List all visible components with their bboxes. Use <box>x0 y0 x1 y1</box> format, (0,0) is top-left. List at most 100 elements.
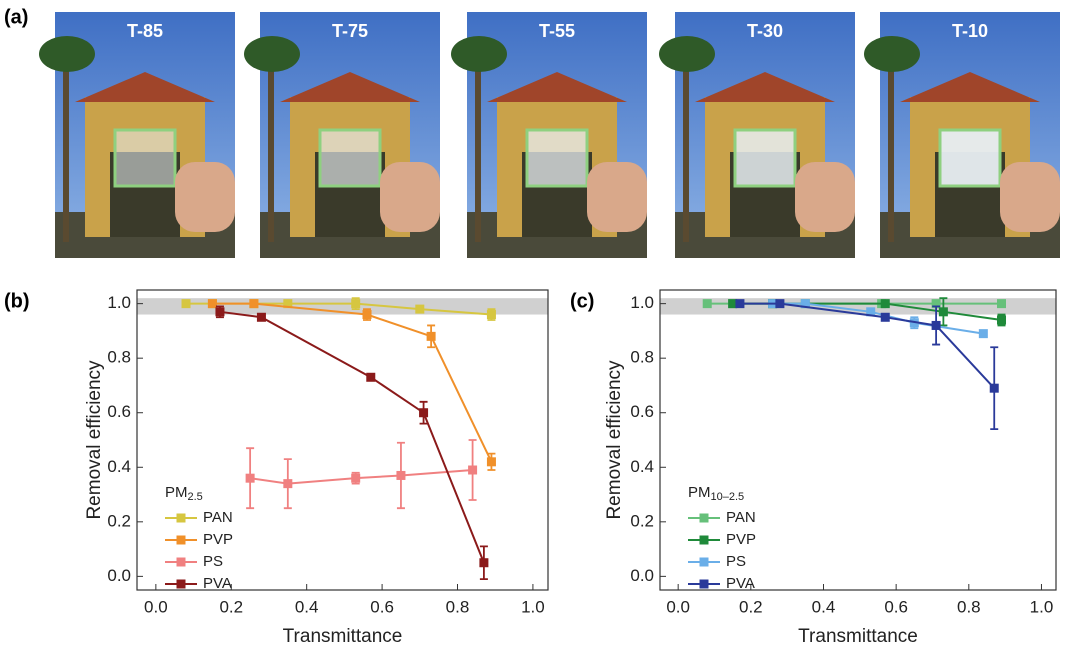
legend-swatch <box>699 535 709 545</box>
data-point <box>931 299 941 309</box>
data-point <box>207 299 217 309</box>
y-tick-label: 0.4 <box>107 457 131 476</box>
plot-frame <box>659 289 1057 591</box>
y-tick-label: 0.2 <box>630 511 654 530</box>
y-tick-label: 0.4 <box>630 457 654 476</box>
legend-swatch <box>176 579 186 589</box>
data-point <box>256 312 266 322</box>
panel-label: (b) <box>4 290 30 312</box>
data-point <box>283 299 293 309</box>
data-point <box>415 304 425 314</box>
chart: 0.0 0.2 0.4 0.6 0.8 1.0 0.0 0.2 0.4 0.6 0.8 1.0 Tran… <box>84 289 549 647</box>
legend-swatch <box>176 557 186 567</box>
x-tick-label: 0.6 <box>884 597 908 616</box>
photo-filter <box>938 128 1002 188</box>
x-tick-label: 1.0 <box>521 597 545 616</box>
data-point <box>366 372 376 382</box>
legend-swatch <box>699 579 709 589</box>
x-tick-label: 0.4 <box>812 597 836 616</box>
y-axis-label: Removal efficiency <box>604 360 625 520</box>
photo: T-10 <box>864 12 1060 258</box>
legend-swatch <box>176 513 186 523</box>
photo-roof <box>900 72 1040 102</box>
data-point <box>426 331 436 341</box>
photo: T-30 <box>659 12 855 258</box>
legend-label: PVP <box>203 531 233 548</box>
x-tick-label: 0.2 <box>219 597 243 616</box>
photo-label: T-75 <box>332 21 368 41</box>
legend-swatch <box>699 557 709 567</box>
data-point <box>866 307 876 317</box>
data-point <box>351 299 361 309</box>
photo-hand <box>380 162 440 232</box>
legend-title: PM10–2.5 <box>688 484 744 503</box>
panel-label: (c) <box>570 290 594 312</box>
photo-palm <box>63 52 69 242</box>
legend-swatch <box>176 535 186 545</box>
photo-label: T-10 <box>952 21 988 41</box>
data-point <box>215 307 225 317</box>
panel-label: (a) <box>4 6 28 28</box>
legend-label: PS <box>726 553 746 570</box>
y-tick-label: 0.0 <box>630 566 654 585</box>
legend-swatch <box>699 513 709 523</box>
legend-title: PM2.5 <box>165 484 203 503</box>
photo-palm <box>683 52 689 242</box>
y-tick-label: 0.0 <box>107 566 131 585</box>
photo-label: T-30 <box>747 21 783 41</box>
legend-title-base: PM <box>688 484 711 501</box>
data-point <box>880 299 890 309</box>
legend-label: PAN <box>203 509 233 526</box>
photo-hand <box>795 162 855 232</box>
y-axis-label: Removal efficiency <box>84 360 105 520</box>
x-axis-label: Transmittance <box>798 626 918 647</box>
data-point <box>283 479 293 489</box>
data-point <box>775 299 785 309</box>
photo-label: T-55 <box>539 21 575 41</box>
legend-label: PS <box>203 553 223 570</box>
data-point <box>931 320 941 330</box>
photo-label: T-85 <box>127 21 163 41</box>
photo-roof <box>75 72 215 102</box>
y-tick-label: 0.8 <box>107 348 131 367</box>
x-tick-label: 0.2 <box>739 597 763 616</box>
photo-filter <box>318 128 382 188</box>
photo-filter <box>113 128 177 188</box>
data-point <box>362 310 372 320</box>
charts: 0.0 0.2 0.4 0.6 0.8 1.0 0.0 0.2 0.4 0.6 0.8 1.0 Tran… <box>84 289 1057 647</box>
y-tick-label: 0.6 <box>107 402 131 421</box>
data-point <box>419 408 429 418</box>
photo: T-75 <box>244 12 440 258</box>
photo-roof <box>280 72 420 102</box>
x-axis-label: Transmittance <box>283 626 403 647</box>
photo: T-85 <box>39 12 235 258</box>
plot-frame <box>136 289 549 591</box>
photo-palm <box>268 52 274 242</box>
data-point <box>396 470 406 480</box>
legend-label: PVA <box>203 575 232 592</box>
data-point <box>249 299 259 309</box>
data-point <box>351 473 361 483</box>
photo-palm <box>475 52 481 242</box>
photo-hand <box>1000 162 1060 232</box>
legend-label: PVA <box>726 575 755 592</box>
y-tick-label: 0.2 <box>107 511 131 530</box>
legend-title-base: PM <box>165 484 188 501</box>
photo-hand <box>587 162 647 232</box>
photo-roof <box>487 72 627 102</box>
legend-title-sub: 10–2.5 <box>711 491 745 503</box>
y-tick-label: 1.0 <box>630 293 654 312</box>
data-point <box>997 299 1007 309</box>
reference-band <box>660 298 1056 315</box>
data-point <box>479 558 489 568</box>
photo-palm-leaves <box>864 36 920 72</box>
data-point <box>728 299 738 309</box>
data-point <box>800 299 810 309</box>
photo-palm-leaves <box>451 36 507 72</box>
data-point <box>989 383 999 393</box>
photo-filter <box>733 128 797 188</box>
data-point <box>486 457 496 467</box>
photo-roof <box>695 72 835 102</box>
photo-strip: T-85 T-75 T-55 T-30 T-10 <box>39 12 1060 258</box>
